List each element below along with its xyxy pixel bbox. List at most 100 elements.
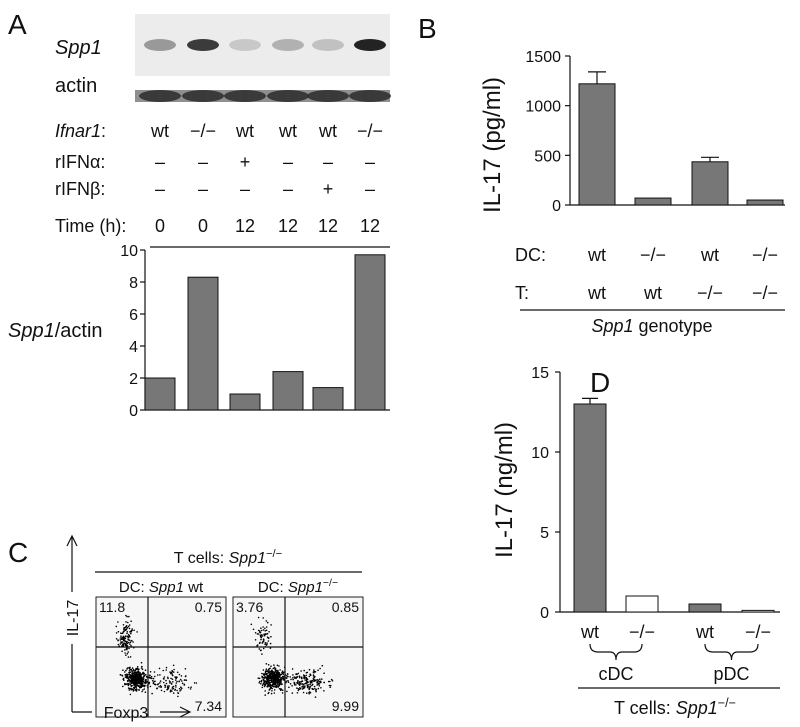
event-dot (126, 640, 128, 643)
y-axis-label: IL-17 (pg/ml) (479, 77, 506, 213)
event-dot (293, 676, 296, 678)
text-part: T cells: (174, 550, 229, 567)
event-dot (159, 682, 161, 684)
text-part: rIFNβ: (55, 179, 105, 199)
blot-label: Spp1 (55, 37, 102, 59)
event-dot (158, 685, 160, 688)
event-dot (143, 682, 146, 684)
text-part: −/− (718, 696, 736, 710)
event-dot (302, 691, 305, 694)
event-dot (130, 632, 132, 635)
event-dot (266, 678, 268, 680)
event-dot (154, 680, 156, 683)
event-dot (267, 676, 269, 678)
event-dot (185, 679, 188, 681)
plot-title: DC: Spp1−/− (258, 577, 338, 596)
event-dot (261, 634, 263, 636)
bar (312, 387, 344, 411)
x-tick-label: −/− (745, 622, 771, 642)
x-tick-label: −/− (629, 622, 655, 642)
error-bar (701, 156, 719, 162)
plot-title: DC: Spp1 wt (119, 579, 204, 596)
condition-cell: 0 (155, 216, 165, 236)
condition-cell: – (198, 152, 208, 172)
event-dot (277, 669, 279, 672)
event-dot (273, 689, 276, 691)
event-dot (280, 673, 283, 676)
event-dot (263, 634, 266, 637)
event-dot (308, 688, 311, 691)
event-dot (140, 661, 143, 664)
bar (573, 403, 607, 613)
event-dot (180, 689, 182, 691)
event-dot (270, 675, 273, 678)
event-dot (175, 684, 177, 687)
row-cell: wt (700, 245, 719, 265)
event-dot (281, 689, 284, 691)
event-dot (140, 676, 142, 678)
event-dot (187, 686, 190, 689)
event-dot (132, 669, 135, 672)
event-dot (142, 684, 144, 687)
text-part: DC: (258, 579, 288, 596)
event-dot (137, 681, 140, 683)
event-dot (257, 629, 260, 632)
event-dot (321, 664, 324, 667)
event-dot (296, 682, 299, 684)
condition-cell: – (283, 179, 293, 199)
event-dot (181, 687, 183, 690)
event-dot (261, 684, 264, 686)
event-dot (264, 677, 266, 679)
event-dot (131, 672, 133, 674)
event-dot (295, 677, 297, 680)
text-part: DC: (119, 579, 149, 596)
event-dot (301, 686, 303, 688)
event-dot (272, 678, 275, 681)
event-dot (309, 680, 312, 683)
event-dot (125, 625, 127, 628)
event-dot (254, 632, 257, 634)
event-dot (291, 668, 294, 670)
event-dot (317, 682, 319, 684)
event-dot (133, 676, 135, 679)
event-dot (297, 672, 300, 675)
condition-cell: + (240, 152, 251, 172)
event-dot (303, 676, 305, 679)
event-dot (169, 682, 171, 684)
event-dot (268, 631, 270, 633)
event-dot (125, 654, 127, 656)
blot-band (354, 39, 386, 51)
event-dot (174, 677, 177, 679)
error-bar (588, 71, 606, 84)
event-dot (170, 677, 172, 680)
event-dot (254, 639, 257, 641)
bar (144, 377, 176, 411)
event-dot (135, 672, 138, 675)
event-dot (141, 679, 144, 681)
event-dot (297, 683, 300, 685)
event-dot (129, 671, 132, 673)
event-dot (137, 668, 139, 670)
condition-cell: 12 (235, 216, 255, 236)
text-part: IL-17 (ng/ml) (491, 422, 518, 558)
event-dot (129, 641, 132, 643)
event-dot (280, 688, 282, 691)
event-dot (183, 683, 186, 686)
event-dot (171, 670, 174, 673)
event-dot (295, 684, 297, 686)
group-label: pDC (713, 664, 749, 684)
event-dot (258, 648, 261, 650)
event-dot (126, 668, 128, 670)
event-dot (312, 674, 315, 676)
event-dot (274, 678, 276, 680)
event-dot (315, 688, 318, 691)
condition-cell: 12 (318, 216, 338, 236)
event-dot (260, 635, 262, 638)
event-dot (264, 633, 267, 635)
event-dot (128, 615, 130, 618)
event-dot (160, 686, 162, 689)
row-cell: wt (643, 283, 662, 303)
event-dot (311, 679, 313, 682)
event-dot (265, 680, 268, 683)
event-dot (304, 685, 306, 687)
